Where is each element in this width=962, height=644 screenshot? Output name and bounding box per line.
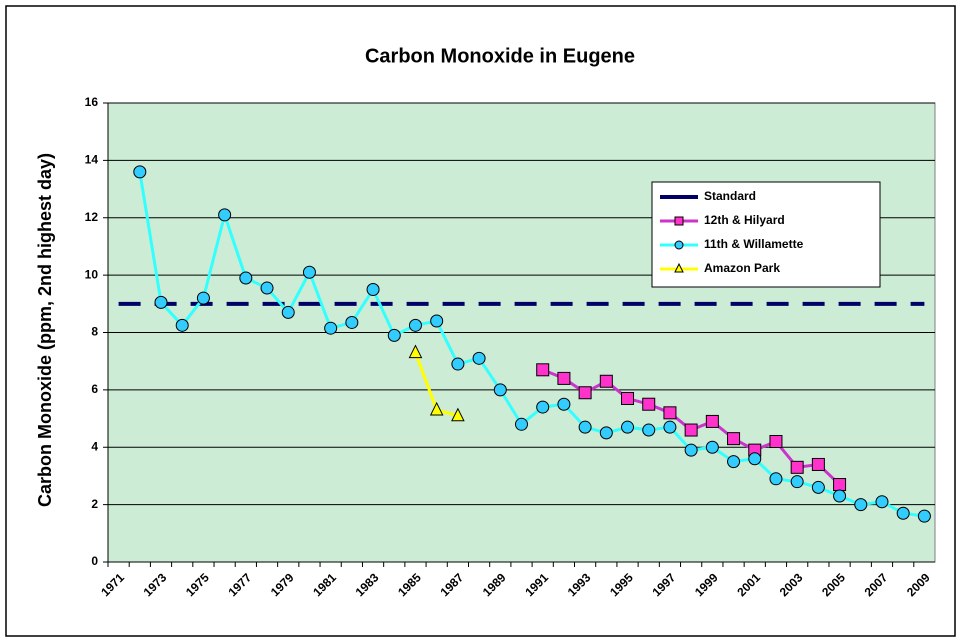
data-point [515, 417, 528, 431]
data-point [408, 344, 423, 359]
data-point [684, 443, 698, 457]
data-point [451, 357, 465, 371]
data-point [663, 420, 677, 434]
y-tick-label: 8 [91, 325, 98, 339]
data-point [705, 414, 719, 428]
data-point [769, 435, 783, 449]
data-point [429, 401, 444, 416]
legend-label: 11th & Willamette [704, 237, 804, 251]
data-point [472, 351, 486, 365]
data-point [684, 423, 698, 437]
data-point [493, 383, 507, 397]
y-tick-label: 0 [91, 554, 98, 568]
data-point [833, 478, 847, 492]
data-point [387, 328, 401, 342]
data-point [154, 295, 168, 309]
data-point [811, 480, 825, 494]
data-point [811, 457, 825, 471]
data-point [366, 282, 380, 296]
data-point [196, 291, 210, 305]
chart-title: Carbon Monoxide in Eugene [365, 45, 635, 67]
data-point [302, 265, 316, 279]
data-point [875, 495, 889, 509]
data-point [345, 315, 359, 329]
data-point [917, 509, 931, 523]
data-point [833, 489, 847, 503]
data-point [790, 460, 804, 474]
data-point [451, 407, 465, 422]
data-point [705, 440, 719, 454]
data-point [748, 452, 762, 466]
y-tick-label: 10 [85, 267, 99, 281]
data-point [790, 475, 804, 489]
legend-marker-shape [674, 262, 684, 273]
data-point [260, 281, 274, 295]
legend-marker-shape [674, 240, 684, 250]
data-point [854, 498, 868, 512]
data-point [663, 406, 677, 420]
legend-label: Amazon Park [704, 261, 780, 275]
data-point [896, 506, 910, 520]
data-point [642, 397, 656, 411]
y-tick-label: 12 [85, 210, 99, 224]
data-point [536, 400, 550, 414]
data-point [175, 318, 189, 332]
data-point [324, 321, 338, 335]
data-point [408, 318, 422, 332]
y-tick-label: 4 [91, 439, 98, 453]
legend-marker [674, 262, 684, 273]
data-point [536, 363, 550, 377]
data-point [621, 420, 635, 434]
data-point [727, 432, 741, 446]
legend-marker-shape [674, 216, 684, 226]
legend-label: 12th & Hilyard [704, 213, 785, 227]
data-point [599, 426, 613, 440]
legend-label: Standard [704, 189, 756, 203]
data-point [218, 208, 232, 222]
data-point [578, 420, 592, 434]
data-point [769, 472, 783, 486]
data-point [727, 455, 741, 469]
data-point [642, 423, 656, 437]
y-axis-label: Carbon Monoxide (ppm, 2nd highest day) [35, 153, 55, 507]
data-point [621, 391, 635, 405]
y-tick-label: 2 [91, 497, 98, 511]
legend-marker [674, 240, 684, 250]
data-point [557, 371, 571, 385]
data-point [599, 374, 613, 388]
data-point [557, 397, 571, 411]
data-point [578, 386, 592, 400]
legend-marker [674, 216, 684, 226]
y-tick-label: 6 [91, 382, 98, 396]
data-point [133, 165, 147, 179]
y-tick-label: 14 [85, 153, 99, 167]
data-point [281, 305, 295, 319]
data-point [430, 314, 444, 328]
y-tick-label: 16 [85, 95, 99, 109]
data-point [239, 271, 253, 285]
